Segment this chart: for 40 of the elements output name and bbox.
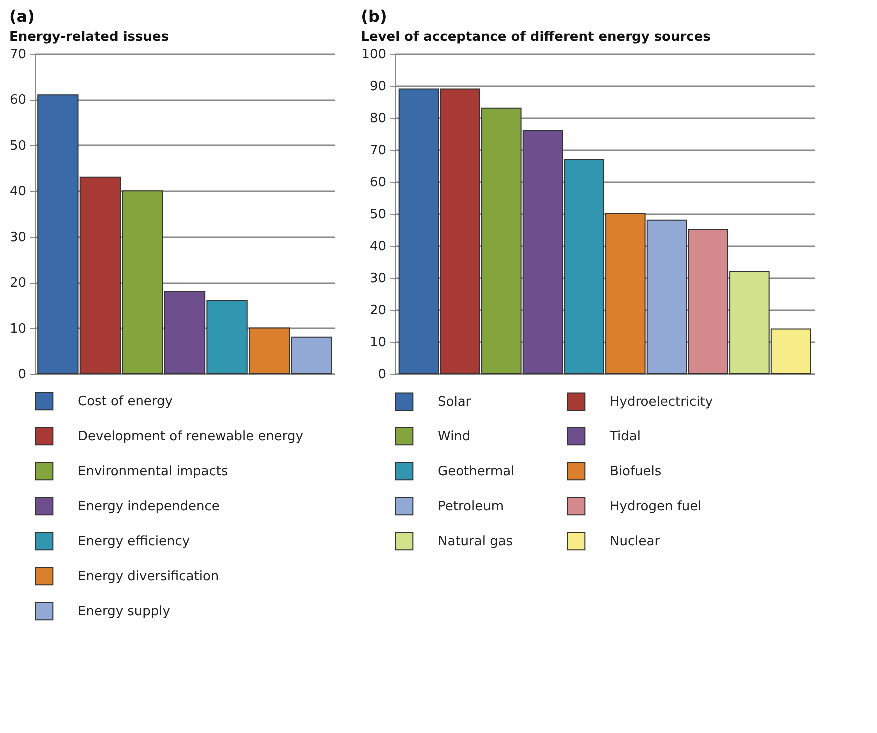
y-tick-label: 20 — [10, 276, 26, 292]
y-tick-label: 70 — [370, 144, 386, 158]
y-tick-label: 60 — [370, 176, 386, 190]
legend-label: Energy efficiency — [78, 534, 190, 550]
y-tick-label: 0 — [18, 368, 26, 382]
chart-title: Energy-related issues — [9, 30, 170, 45]
y-tick-label: 70 — [10, 48, 26, 62]
legend-label: Hydrogen fuel — [610, 500, 702, 514]
text: (a) — [9, 7, 35, 26]
legend-label: Energy independence — [78, 500, 220, 514]
y-tick-label: 50 — [10, 138, 26, 154]
y-tick-label: 30 — [10, 230, 26, 246]
legend-label: Geothermal — [438, 464, 515, 480]
legend-label: Energy supply — [78, 604, 171, 620]
legend-label: Petroleum — [438, 500, 504, 514]
y-tick-label: 30 — [370, 272, 386, 286]
legend-label: Tidal — [609, 430, 641, 444]
y-tick-label: 60 — [10, 93, 26, 108]
legend-label: Development of renewable energy — [78, 430, 304, 444]
y-tick-label: 40 — [370, 240, 386, 254]
y-tick-label: 80 — [370, 112, 386, 126]
legend-label: Wind — [438, 430, 471, 444]
y-tick-label: 10 — [10, 322, 26, 337]
legend-label: Nuclear — [610, 534, 661, 550]
y-tick-label: 100 — [362, 48, 386, 62]
y-tick-label: 10 — [370, 336, 386, 350]
legend-label: Energy diversification — [78, 570, 220, 584]
legend-label: Solar — [438, 394, 472, 410]
y-tick-label: 90 — [370, 80, 386, 94]
y-tick-label: 20 — [370, 304, 386, 318]
y-tick-label: 40 — [10, 184, 26, 200]
legend-label: Hydroelectricity — [610, 394, 714, 410]
y-tick-label: 0 — [378, 368, 386, 382]
chart-title: Level of acceptance of different energy sources — [361, 30, 712, 45]
text: (b) — [361, 7, 388, 26]
y-tick-label: 50 — [370, 208, 386, 222]
legend-label: Biofuels — [610, 464, 662, 480]
legend-label: Environmental impacts — [78, 464, 228, 480]
legend-label: Natural gas — [438, 534, 514, 550]
legend-label: Cost of energy — [78, 394, 174, 410]
